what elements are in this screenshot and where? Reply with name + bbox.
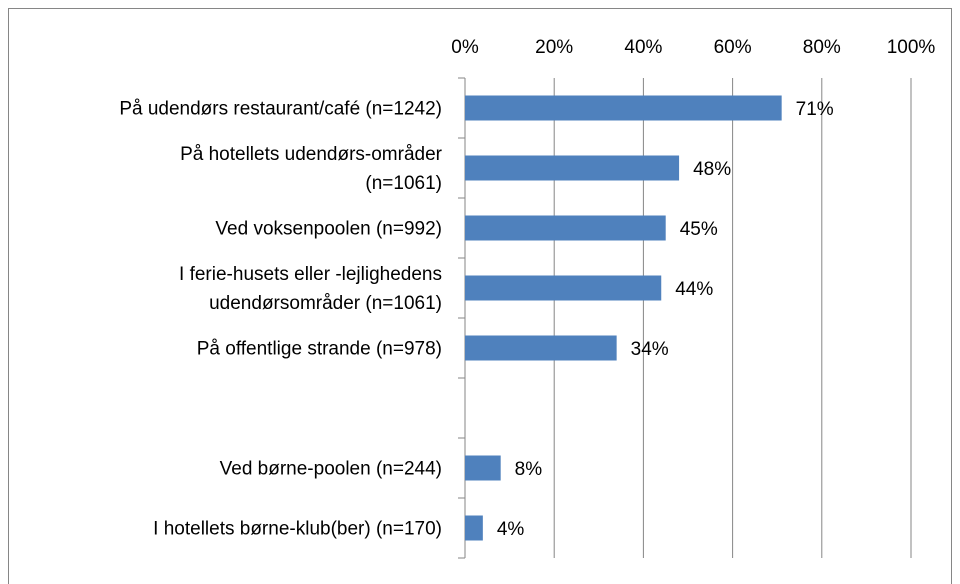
y-tick-label: På hotellets udendørs-områder (n=1061) [180, 144, 442, 194]
bar [465, 455, 501, 481]
data-label: 45% [680, 219, 718, 240]
x-tick-label: 0% [451, 37, 479, 58]
y-tick-label: På offentlige strande (n=978) [196, 338, 442, 360]
data-label: 44% [675, 279, 713, 300]
data-label: 48% [693, 159, 731, 180]
y-tick-label: Ved voksenpoolen (n=992) [215, 218, 442, 240]
bar [465, 155, 680, 181]
x-tick-label: 40% [624, 37, 662, 58]
x-tick-label: 20% [535, 37, 573, 58]
x-tick-label: 100% [887, 37, 936, 58]
bar [465, 335, 617, 361]
data-label: 8% [515, 459, 543, 480]
chart-border [8, 8, 952, 584]
bar [465, 215, 666, 241]
bar [465, 275, 662, 301]
y-tick-label: På udendørs restaurant/café (n=1242) [119, 98, 442, 120]
x-tick-label: 80% [803, 37, 841, 58]
data-label: 71% [796, 99, 834, 120]
bar [465, 515, 483, 541]
y-tick-label: I ferie-husets eller -lejlighedens udend… [179, 264, 442, 314]
data-label: 34% [631, 339, 669, 360]
data-label: 4% [497, 519, 525, 540]
x-tick-label: 60% [714, 37, 752, 58]
y-tick-label: Ved børne-poolen (n=244) [219, 458, 442, 480]
y-tick-label: I hotellets børne-klub(ber) (n=170) [153, 518, 442, 540]
bar [465, 95, 782, 121]
